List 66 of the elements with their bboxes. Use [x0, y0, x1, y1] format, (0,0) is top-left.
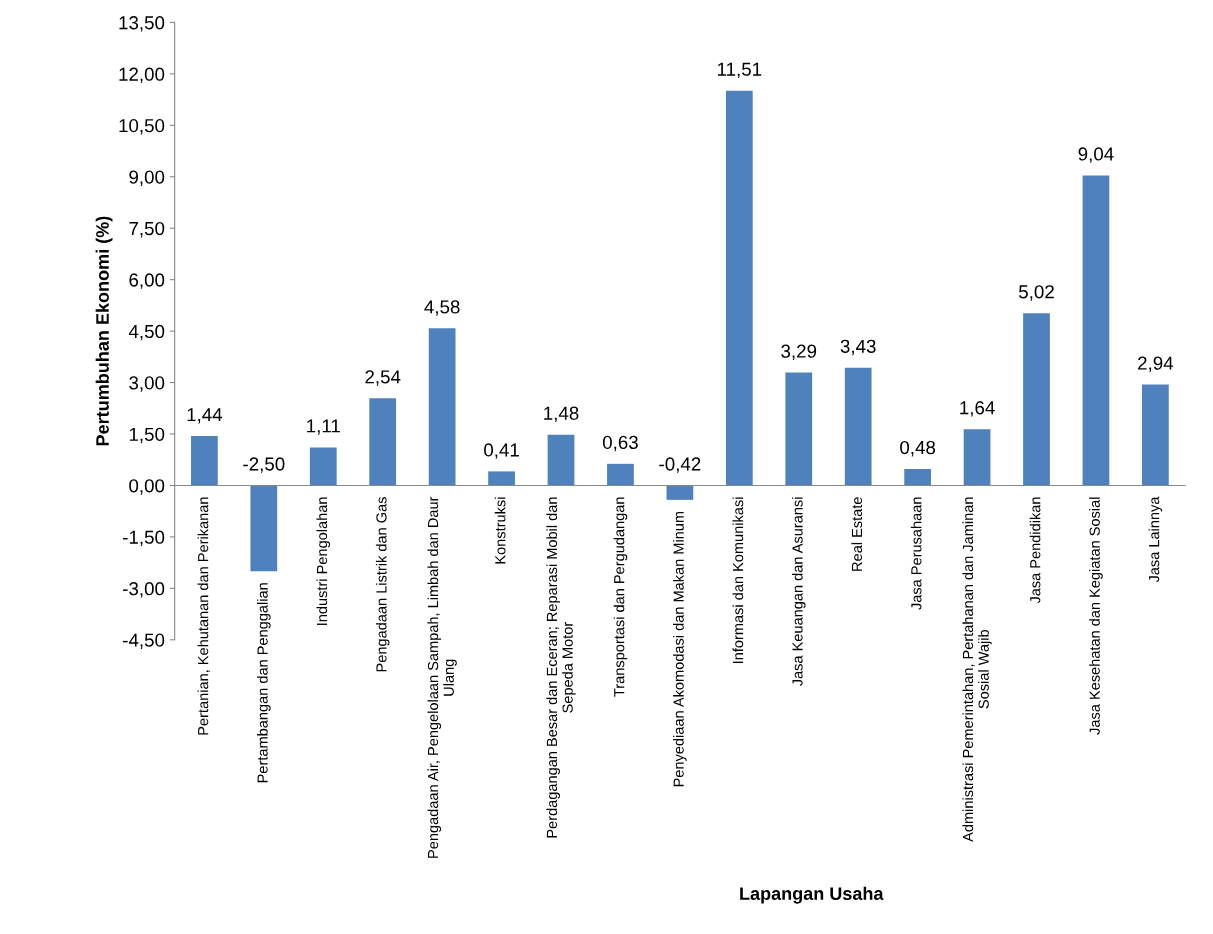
x-tick-label: Jasa Pendidikan	[1029, 497, 1041, 604]
data-label: 3,29	[781, 344, 817, 360]
bar	[369, 398, 397, 486]
bar	[191, 436, 218, 486]
data-label: 9,04	[1078, 147, 1114, 163]
x-tick-label: Pertanian, Kehutanan dan Perikanan	[197, 497, 211, 735]
x-tick-label: Jasa Keuangan dan Asuransi	[791, 497, 806, 687]
bar	[607, 463, 634, 486]
bar	[844, 367, 872, 486]
y-tick-label: 6,00	[129, 273, 165, 289]
data-label: 0,48	[900, 440, 936, 457]
x-tick-label: Transportasi dan Pergudangan	[613, 497, 628, 697]
data-label: 2,94	[1138, 356, 1174, 373]
data-label: 0,63	[602, 435, 638, 452]
x-tick-label: Jasa Kesehatan dan Kegiatan Sosial	[1089, 497, 1103, 735]
y-tick-label: -4,50	[123, 633, 165, 649]
x-tick-label: Pertambangan dan Penggalian	[257, 583, 271, 783]
x-tick-label: Administrasi Pemerintahan, Pertahanan dan Jaminan Sosial Wajib	[962, 497, 992, 842]
y-tick-label: 0,00	[129, 479, 165, 495]
bar	[1142, 384, 1169, 486]
y-tick-label: -3,00	[123, 582, 165, 598]
data-label: 4,58	[424, 300, 460, 316]
bar	[309, 447, 337, 486]
bar	[488, 471, 515, 486]
data-label: 3,43	[840, 339, 876, 356]
x-tick-label: Perdagangan Besar dan Eceran; Reparasi Mobil dan Sepeda Motor	[546, 497, 576, 838]
y-tick-label: 12,00	[119, 67, 165, 84]
bar	[428, 328, 456, 486]
data-label: 2,54	[365, 370, 401, 386]
data-label: 1,44	[187, 408, 223, 424]
bar	[1023, 313, 1050, 486]
y-tick-label: 10,50	[119, 119, 165, 135]
bar	[1082, 175, 1110, 486]
y-tick-label: 13,50	[119, 16, 165, 32]
x-tick-label: Pengadaan Air, Pengelolaan Sampah, Limbah dan Daur Ulang	[427, 496, 457, 858]
data-label: 1,64	[960, 401, 995, 417]
x-tick-label: Konstruksi	[494, 497, 506, 564]
x-tick-label: Jasa Perusahaan	[910, 497, 922, 610]
x-tick-label: Penyediaan Akomodasi dan Makan Minum	[673, 511, 687, 787]
data-label: 1,11	[307, 419, 340, 435]
data-label: 11,51	[717, 62, 762, 79]
data-label: -2,50	[243, 457, 285, 473]
bar	[904, 468, 932, 486]
bar	[547, 434, 575, 486]
bar	[250, 485, 278, 572]
bar	[666, 485, 694, 500]
x-tick-label: Pengadaan Listrik dan Gas	[375, 497, 390, 672]
y-tick-label: -1,50	[123, 530, 165, 547]
bar	[725, 90, 753, 486]
x-tick-label: Informasi dan Komunikasi	[732, 497, 744, 663]
y-tick-label: 1,50	[129, 427, 165, 444]
data-label: 5,02	[1019, 285, 1054, 301]
data-label: 0,41	[484, 443, 519, 459]
x-tick-label: Jasa Lainnya	[1148, 496, 1163, 583]
x-axis-title: Lapangan Usaha	[740, 886, 884, 904]
data-label: -0,42	[659, 457, 701, 473]
y-tick-label: 7,50	[129, 221, 165, 238]
y-tick-label: 3,00	[129, 376, 165, 392]
y-tick-label: 9,00	[129, 170, 165, 186]
bar	[963, 429, 991, 486]
x-tick-label: Real Estate	[851, 497, 863, 571]
y-axis-title: Pertumbuhan Ekonomi (%)	[95, 216, 113, 446]
data-label: 1,48	[544, 406, 579, 423]
bar	[785, 372, 813, 486]
x-tick-label: Industri Pengolahan	[316, 497, 331, 625]
y-tick-label: 4,50	[128, 324, 165, 341]
